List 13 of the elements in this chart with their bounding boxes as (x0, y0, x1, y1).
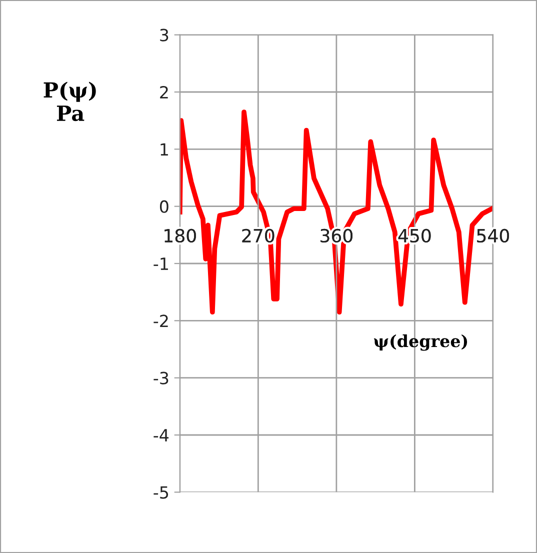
y-tick-label: -2 (154, 314, 168, 328)
x-axis-title: ψ(degree) (374, 334, 468, 351)
y-tick-label: 2 (160, 86, 168, 98)
y-tick-label: 3 (160, 28, 168, 42)
y-tick-label: -1 (154, 258, 168, 270)
y-tick-label: -4 (154, 429, 169, 442)
y-tick-label: 0 (160, 200, 168, 213)
y-tick-label: 1 (160, 143, 168, 156)
y-tick-label: -3 (154, 372, 168, 384)
y-axis-title: P(ψ) Pa (44, 82, 96, 122)
x-tick-label: 180 (164, 228, 196, 243)
y-tick-label: -5 (154, 486, 168, 499)
x-tick-label: 540 (477, 228, 509, 243)
